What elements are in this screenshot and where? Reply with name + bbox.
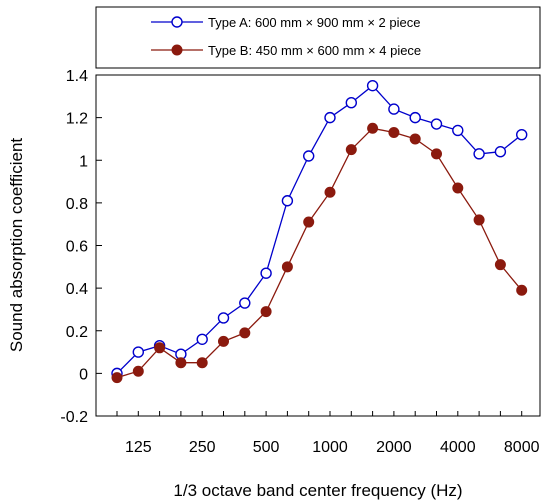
data-point bbox=[303, 216, 315, 228]
y-tick-label: 0 bbox=[79, 366, 88, 383]
data-point bbox=[345, 144, 357, 156]
legend-box bbox=[95, 6, 541, 69]
data-point bbox=[281, 195, 294, 207]
data-point bbox=[516, 284, 528, 296]
y-axis: -0.2 0 0.2 0.4 0.6 0.8 1 1.2 1.4 bbox=[60, 68, 102, 426]
data-point bbox=[260, 306, 272, 318]
data-point bbox=[218, 335, 229, 347]
y-tick-label: 1 bbox=[79, 153, 88, 170]
data-point bbox=[366, 79, 379, 92]
x-tick-label: 125 bbox=[125, 439, 152, 456]
data-point bbox=[388, 103, 400, 115]
y-tick-label: 1.2 bbox=[66, 111, 88, 128]
data-point bbox=[196, 333, 208, 345]
x-axis: 125 250 500 1000 2000 4000 8000 bbox=[116, 411, 540, 456]
data-point bbox=[324, 111, 336, 124]
data-point bbox=[494, 146, 507, 158]
series-type-a bbox=[111, 79, 528, 380]
legend-marker bbox=[171, 16, 183, 28]
data-point bbox=[132, 365, 144, 377]
data-point bbox=[452, 124, 464, 137]
data-point bbox=[409, 133, 421, 145]
data-point bbox=[431, 148, 442, 160]
y-axis-title: Sound absorption coefficient bbox=[7, 138, 26, 353]
x-tick-label: 500 bbox=[253, 439, 280, 456]
legend: Type A: 600 mm × 900 mm × 2 piece Type B:… bbox=[95, 6, 541, 69]
data-point bbox=[196, 357, 208, 369]
series-layer bbox=[111, 79, 528, 384]
data-point bbox=[281, 261, 293, 273]
data-point bbox=[132, 346, 145, 358]
y-tick-label: 0.2 bbox=[66, 324, 88, 341]
x-tick-label: 1000 bbox=[312, 439, 348, 456]
legend-marker bbox=[171, 44, 183, 56]
data-point bbox=[430, 118, 443, 130]
data-point bbox=[494, 259, 506, 271]
legend-label: Type A: 600 mm × 900 mm × 2 piece bbox=[208, 15, 420, 30]
x-tick-label: 2000 bbox=[376, 439, 412, 456]
series-line bbox=[116, 127, 523, 379]
x-tick-label: 250 bbox=[189, 439, 216, 456]
data-point bbox=[154, 342, 166, 354]
data-point bbox=[473, 148, 485, 160]
series-type-b bbox=[111, 122, 528, 384]
data-point bbox=[260, 267, 272, 279]
data-point bbox=[388, 127, 400, 139]
y-tick-label: 0.4 bbox=[66, 281, 88, 298]
data-point bbox=[473, 214, 485, 226]
y-tick-label: 0.8 bbox=[66, 196, 88, 213]
data-point bbox=[409, 111, 421, 124]
data-point bbox=[217, 312, 230, 324]
data-point bbox=[111, 372, 123, 384]
data-point bbox=[345, 97, 357, 109]
data-point bbox=[239, 327, 251, 339]
y-tick-label: 1.4 bbox=[66, 68, 88, 85]
x-tick-label: 4000 bbox=[440, 439, 476, 456]
data-point bbox=[324, 186, 336, 198]
data-point bbox=[452, 182, 464, 194]
x-tick-label: 8000 bbox=[504, 439, 540, 456]
data-point bbox=[367, 122, 379, 134]
y-tick-label: -0.2 bbox=[60, 409, 88, 426]
x-axis-title: 1/3 octave band center frequency (Hz) bbox=[173, 481, 462, 500]
data-point bbox=[516, 128, 528, 141]
data-point bbox=[175, 357, 187, 369]
y-tick-label: 0.6 bbox=[66, 239, 88, 256]
plot-frame bbox=[95, 74, 541, 417]
data-point bbox=[239, 297, 251, 309]
legend-label: Type B: 450 mm × 600 mm × 4 piece bbox=[208, 43, 421, 58]
data-point bbox=[303, 150, 315, 162]
